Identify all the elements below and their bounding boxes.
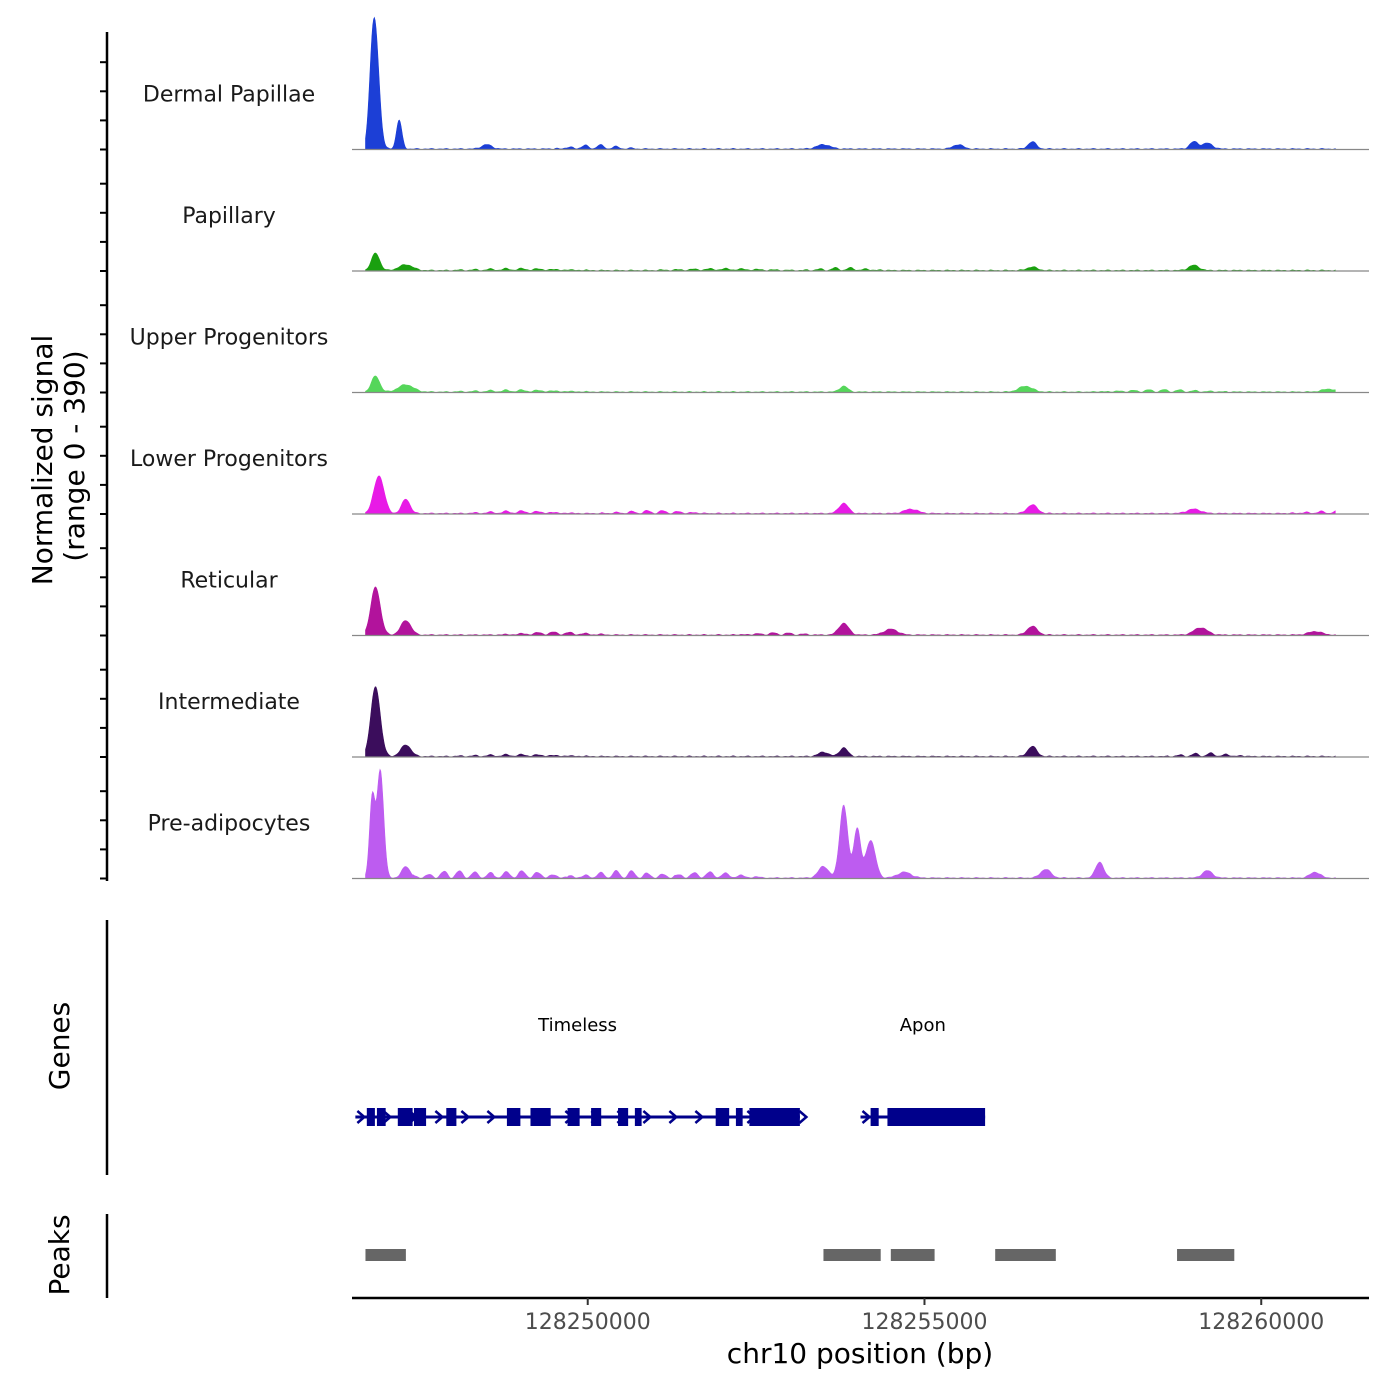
strand-arrow	[798, 1110, 809, 1124]
coverage-area	[365, 686, 1336, 758]
track-label: Pre-adipocytes	[148, 812, 311, 837]
track-label: Upper Progenitors	[130, 326, 329, 351]
exon	[446, 1108, 457, 1126]
track-label: Reticular	[180, 569, 278, 594]
coverage-area	[365, 16, 1336, 150]
strand-arrow	[486, 1110, 497, 1124]
coverage-area	[365, 475, 1336, 515]
gene-label-timeless: Timeless	[537, 1015, 617, 1036]
track-label: Dermal Papillae	[143, 83, 315, 108]
coverage-area	[365, 586, 1336, 636]
track-reticular: Reticular	[180, 569, 1369, 637]
exon	[887, 1108, 986, 1126]
gene-models	[355, 1108, 986, 1126]
x-tick-label: 128250000	[525, 1310, 651, 1335]
exon	[715, 1108, 730, 1126]
peak-bar	[890, 1249, 935, 1261]
track-dermal-papillae: Dermal Papillae	[143, 16, 1369, 151]
exon	[567, 1108, 580, 1126]
strand-arrow	[434, 1110, 445, 1124]
exon	[506, 1108, 521, 1126]
x-tick-label: 128255000	[861, 1310, 987, 1335]
track-lower-progenitors: Lower Progenitors	[130, 447, 1369, 515]
y-ticks	[100, 61, 107, 880]
exon	[413, 1108, 427, 1126]
gene-model-apon	[860, 1108, 986, 1126]
x-axis-title: chr10 position (bp)	[727, 1337, 993, 1370]
peak-bar	[823, 1249, 881, 1261]
exon	[530, 1108, 551, 1126]
track-label: Intermediate	[158, 690, 300, 715]
peak-bar	[1177, 1249, 1235, 1261]
exon	[366, 1108, 375, 1126]
peaks-panel-label: Peaks	[43, 1214, 76, 1295]
gene-model-timeless	[355, 1108, 809, 1126]
strand-arrow	[861, 1110, 872, 1124]
coverage-tracks: Dermal Papillae Papillary Upper Progenitor…	[130, 16, 1369, 880]
x-ticks	[586, 1298, 1263, 1305]
strand-arrow	[668, 1110, 679, 1124]
track-pre-adipocytes: Pre-adipocytes	[148, 768, 1369, 880]
track-label: Lower Progenitors	[130, 447, 328, 472]
gene-label-apon: Apon	[900, 1015, 946, 1036]
peak-bar	[365, 1249, 406, 1261]
x-tick-label: 128260000	[1198, 1310, 1324, 1335]
strand-arrow	[694, 1110, 705, 1124]
track-label: Papillary	[182, 204, 276, 229]
exon	[618, 1108, 629, 1126]
exon	[749, 1108, 800, 1126]
y-axis-range: (range 0 - 390)	[58, 350, 91, 561]
strand-arrow	[382, 1110, 393, 1124]
strand-arrow	[356, 1110, 367, 1124]
strand-arrow	[642, 1110, 653, 1124]
peak-regions	[365, 1249, 1235, 1261]
coverage-area	[365, 375, 1336, 393]
exon	[591, 1108, 602, 1126]
y-axis-title: Normalized signal	[26, 335, 59, 586]
exon	[735, 1108, 743, 1126]
track-upper-progenitors: Upper Progenitors	[130, 326, 1369, 394]
exon	[397, 1108, 413, 1126]
peak-bar	[995, 1249, 1056, 1261]
track-papillary: Papillary	[182, 204, 1369, 272]
coverage-area	[365, 252, 1336, 272]
exon	[634, 1108, 642, 1126]
coverage-area	[365, 768, 1336, 879]
strand-arrow	[460, 1110, 471, 1124]
exon	[376, 1108, 386, 1126]
genes-panel-label: Genes	[43, 1002, 76, 1090]
exon	[870, 1108, 879, 1126]
track-intermediate: Intermediate	[158, 686, 1369, 758]
